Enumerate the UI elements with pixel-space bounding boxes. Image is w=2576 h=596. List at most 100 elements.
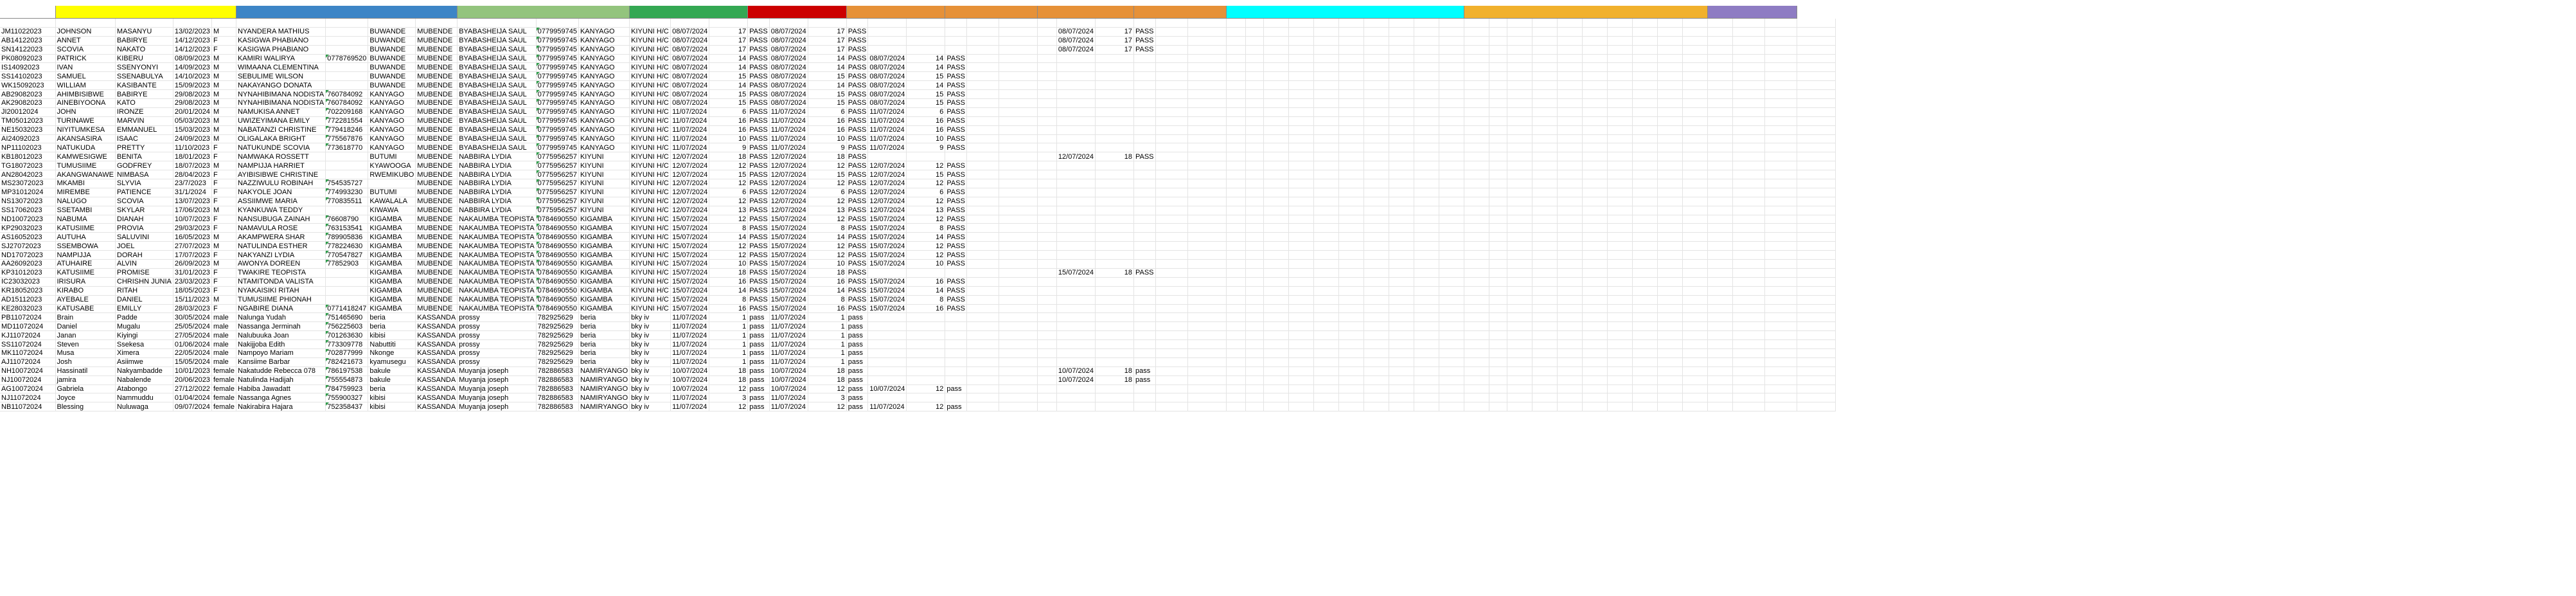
cell[interactable]: pass bbox=[846, 375, 868, 384]
cell[interactable]: bky iv bbox=[630, 393, 671, 402]
cell[interactable]: Nampoyo Mariam bbox=[236, 348, 325, 357]
cell[interactable] bbox=[1263, 224, 1288, 233]
cell[interactable] bbox=[1764, 63, 1797, 72]
cell[interactable] bbox=[1507, 107, 1532, 116]
cell[interactable] bbox=[1507, 224, 1532, 233]
cell[interactable] bbox=[1464, 233, 1489, 242]
cell[interactable]: 15/07/2024 bbox=[671, 251, 709, 260]
cell[interactable]: KANYAGO bbox=[578, 36, 629, 45]
cell[interactable] bbox=[1338, 348, 1364, 357]
cell[interactable] bbox=[1764, 340, 1797, 349]
cell[interactable] bbox=[1133, 277, 1155, 286]
cell[interactable] bbox=[1133, 233, 1155, 242]
cell[interactable] bbox=[1532, 188, 1557, 197]
cell[interactable]: PRETTY bbox=[115, 143, 173, 152]
cell[interactable] bbox=[1657, 260, 1682, 269]
cell[interactable]: 15/07/2024 bbox=[769, 224, 808, 233]
cell[interactable]: TG18072023 bbox=[0, 161, 55, 170]
cell[interactable] bbox=[1489, 107, 1507, 116]
column-header[interactable] bbox=[1056, 19, 1095, 28]
cell[interactable]: 15/07/2024 bbox=[769, 304, 808, 313]
cell[interactable]: OLIGALAKA BRIGHT bbox=[236, 134, 325, 143]
cell[interactable] bbox=[1245, 286, 1263, 295]
cell[interactable]: 15/07/2024 bbox=[868, 260, 907, 269]
cell[interactable] bbox=[1732, 375, 1764, 384]
cell[interactable] bbox=[1364, 197, 1389, 206]
cell[interactable] bbox=[1732, 197, 1764, 206]
cell[interactable] bbox=[709, 0, 748, 6]
cell[interactable]: F bbox=[211, 152, 236, 161]
cell[interactable] bbox=[1313, 224, 1338, 233]
cell[interactable]: KIYUNI H/C bbox=[630, 161, 671, 170]
cell[interactable]: 15 bbox=[709, 170, 748, 179]
cell[interactable]: BYABASHEIJA SAUL bbox=[457, 54, 537, 63]
cell[interactable] bbox=[1245, 348, 1263, 357]
cell[interactable] bbox=[1532, 251, 1557, 260]
column-header[interactable] bbox=[368, 19, 416, 28]
cell[interactable] bbox=[1155, 366, 1187, 375]
cell[interactable]: PASS bbox=[945, 134, 967, 143]
cell[interactable] bbox=[1707, 375, 1732, 384]
cell[interactable]: ATUHAIRE bbox=[55, 260, 115, 269]
cell[interactable] bbox=[1532, 348, 1557, 357]
cell[interactable] bbox=[1557, 366, 1582, 375]
cell[interactable] bbox=[1607, 45, 1632, 54]
cell[interactable]: 18 bbox=[709, 268, 748, 277]
cell[interactable]: BUWANDE bbox=[368, 45, 416, 54]
cell[interactable]: 15/07/2024 bbox=[868, 286, 907, 295]
cell[interactable] bbox=[1226, 107, 1245, 116]
cell[interactable] bbox=[1607, 295, 1632, 304]
cell[interactable] bbox=[1288, 357, 1313, 366]
cell[interactable] bbox=[1313, 393, 1338, 402]
cell[interactable] bbox=[1632, 348, 1657, 357]
cell[interactable] bbox=[1607, 54, 1632, 63]
cell[interactable] bbox=[999, 242, 1037, 251]
cell[interactable]: 12 bbox=[808, 215, 846, 224]
cell[interactable] bbox=[1707, 107, 1732, 116]
cell[interactable]: 12/07/2024 bbox=[769, 170, 808, 179]
cell[interactable] bbox=[1607, 260, 1632, 269]
cell[interactable]: Nakirabira Hajara bbox=[236, 402, 325, 411]
cell[interactable]: NAZZIWULU ROBINAH bbox=[236, 179, 325, 188]
cell[interactable] bbox=[1364, 233, 1389, 242]
cell[interactable] bbox=[1657, 45, 1682, 54]
group-header[interactable] bbox=[236, 6, 457, 19]
cell[interactable] bbox=[1489, 340, 1507, 349]
cell[interactable]: KIYUNI H/C bbox=[630, 45, 671, 54]
cell[interactable]: 14 bbox=[709, 286, 748, 295]
cell[interactable] bbox=[1582, 268, 1607, 277]
cell[interactable] bbox=[1263, 322, 1288, 331]
cell[interactable] bbox=[1056, 340, 1095, 349]
cell[interactable]: 15 bbox=[907, 170, 945, 179]
cell[interactable] bbox=[1263, 197, 1288, 206]
cell[interactable]: 15 bbox=[808, 99, 846, 108]
cell[interactable]: KIRABO bbox=[55, 286, 115, 295]
cell[interactable]: Nammuddu bbox=[115, 393, 173, 402]
cell[interactable]: MUBENDE bbox=[416, 215, 457, 224]
cell[interactable]: KANYAGO bbox=[368, 107, 416, 116]
cell[interactable] bbox=[1288, 375, 1313, 384]
cell[interactable] bbox=[1226, 313, 1245, 322]
cell[interactable] bbox=[1263, 286, 1288, 295]
cell[interactable] bbox=[1532, 99, 1557, 108]
cell[interactable] bbox=[1532, 384, 1557, 393]
cell[interactable] bbox=[1414, 188, 1439, 197]
cell[interactable] bbox=[1632, 54, 1657, 63]
cell[interactable] bbox=[1226, 393, 1245, 402]
cell[interactable]: NTAMITONDA VALISTA bbox=[236, 277, 325, 286]
cell[interactable] bbox=[1187, 116, 1226, 125]
cell[interactable] bbox=[1582, 72, 1607, 81]
cell[interactable] bbox=[1464, 90, 1489, 99]
cell[interactable] bbox=[999, 0, 1037, 6]
cell[interactable] bbox=[1364, 357, 1389, 366]
cell[interactable] bbox=[1133, 393, 1155, 402]
cell[interactable]: KIYUNI H/C bbox=[630, 277, 671, 286]
cell[interactable] bbox=[1632, 72, 1657, 81]
cell[interactable] bbox=[1682, 322, 1707, 331]
cell[interactable] bbox=[1263, 402, 1288, 411]
cell[interactable] bbox=[1764, 313, 1797, 322]
cell[interactable] bbox=[1732, 116, 1764, 125]
column-header[interactable] bbox=[1187, 19, 1226, 28]
cell[interactable]: PASS bbox=[945, 251, 967, 260]
cell[interactable]: F bbox=[211, 304, 236, 313]
